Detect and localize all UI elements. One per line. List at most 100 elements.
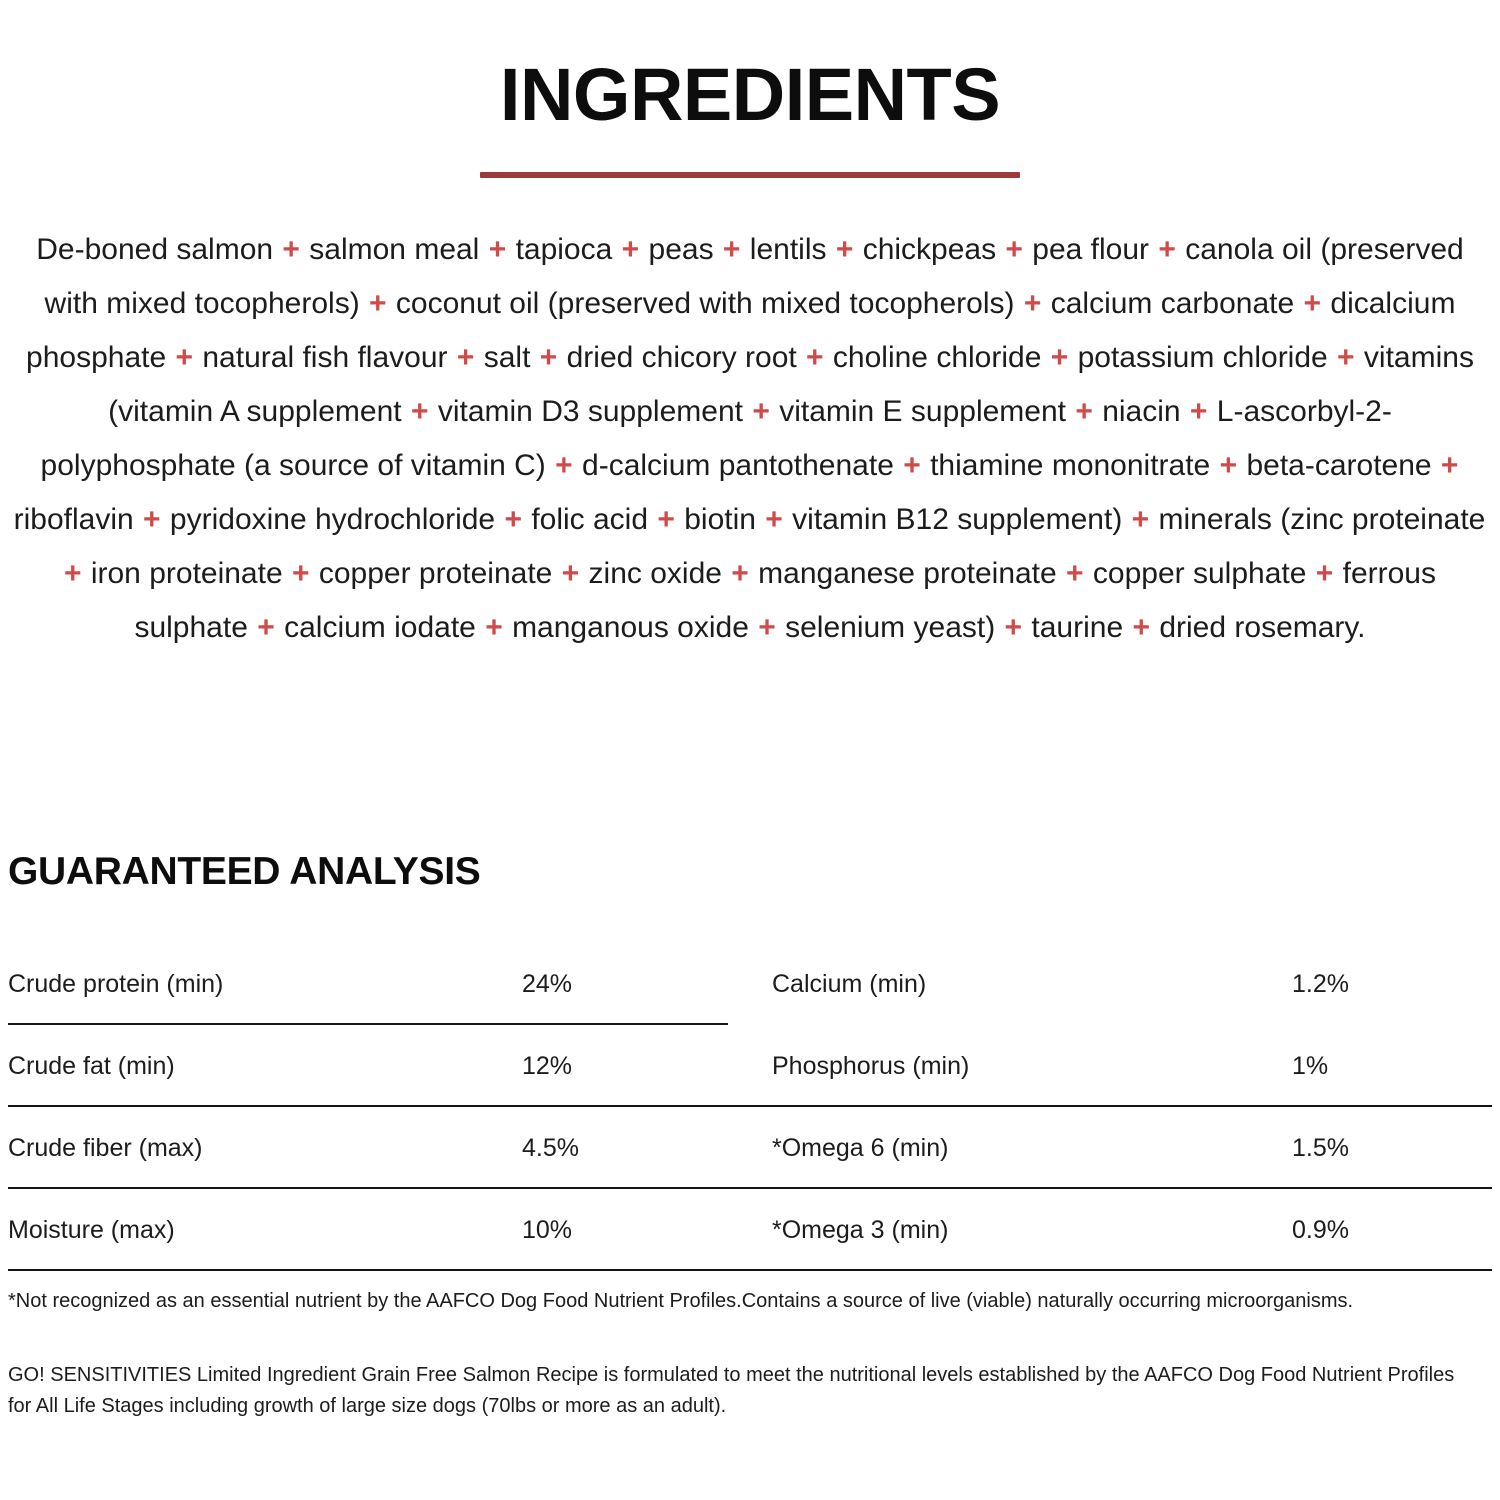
ingredient-separator-plus-icon: + [613,233,648,266]
table-cell: *Omega 6 (min) 1.5% [750,1107,1492,1189]
ingredient-item: vitamin B12 supplement) [792,503,1123,536]
row-divider [8,1023,728,1025]
ingredient-item: salt [483,341,531,374]
ingredient-separator-plus-icon: + [274,233,309,266]
ingredient-item: folic acid [531,503,649,536]
ingredient-separator-plus-icon: + [480,233,515,266]
ingredient-separator-plus-icon: + [1211,449,1246,482]
table-row: Crude fat (min) 12% Phosphorus (min) 1% [8,1025,1492,1107]
ingredient-item: dried rosemary. [1159,611,1366,644]
ingredient-item: De-boned salmon [36,233,274,266]
ingredient-separator-plus-icon: + [743,395,779,428]
table-row: Crude fiber (max) 4.5% *Omega 6 (min) 1.5% [8,1107,1492,1189]
ingredient-separator-plus-icon: + [1328,341,1363,374]
ingredient-separator-plus-icon: + [649,503,684,536]
table-cell: Phosphorus (min) 1% [750,1025,1492,1107]
nutrient-label: Calcium (min) [772,969,927,998]
ingredient-separator-plus-icon: + [749,611,785,644]
ingredient-item: pea flour [1032,233,1150,266]
ingredient-separator-plus-icon: + [1015,287,1050,320]
ingredient-separator-plus-icon: + [714,233,749,266]
ingredient-separator-plus-icon: + [248,611,284,644]
table-cell: Crude fat (min) 12% [8,1025,750,1107]
nutrient-value: 0.9% [1292,1215,1349,1244]
nutrient-label: Crude fat (min) [8,1051,175,1080]
ingredient-separator-plus-icon: + [1067,395,1102,428]
nutrient-label: Moisture (max) [8,1215,175,1244]
ingredient-item: beta-carotene [1246,449,1432,482]
nutrient-label: *Omega 6 (min) [772,1133,949,1162]
ingredient-separator-plus-icon: + [1123,503,1158,536]
row-divider [8,1269,1492,1271]
ingredient-item: d-calcium pantothenate [582,449,894,482]
ingredients-list: De-boned salmon + salmon meal + tapioca … [8,223,1492,655]
ingredients-header: INGREDIENTS [8,0,1492,178]
nutrient-value: 4.5% [522,1133,579,1162]
table-cell: Moisture (max) 10% [8,1189,750,1271]
page-title: INGREDIENTS [499,53,1001,136]
ingredient-item: lentils [749,233,827,266]
asterisk-footnote: *Not recognized as an essential nutrient… [8,1290,1354,1312]
ingredient-item: manganous oxide [512,611,749,644]
ingredient-item: chickpeas [862,233,997,266]
ingredient-item: copper sulphate [1092,557,1307,590]
guaranteed-analysis-title: GUARANTEED ANALYSIS [8,850,481,893]
ingredient-item: calcium iodate [284,611,476,644]
ingredient-separator-plus-icon: + [496,503,531,536]
ingredient-separator-plus-icon: + [1124,611,1159,644]
ingredient-item: zinc oxide [588,557,722,590]
ingredient-separator-plus-icon: + [167,341,202,374]
ingredient-separator-plus-icon: + [1295,287,1330,320]
aafco-statement: GO! SENSITIVITIES Limited Ingredient Gra… [8,1364,1455,1417]
ingredient-item: dicalcium phosphate [26,287,1456,374]
row-divider [8,1187,1492,1189]
ingredient-separator-plus-icon: + [756,503,792,536]
ingredient-item: tapioca [515,233,613,266]
ingredient-separator-plus-icon: + [1307,557,1342,590]
ingredient-item: manganese proteinate [758,557,1057,590]
table-row: Crude protein (min) 24% Calcium (min) 1.2% [8,943,1492,1025]
ingredient-separator-plus-icon: + [1150,233,1185,266]
ingredient-item: ferrous sulphate [134,557,1436,644]
ingredient-item: potassium chloride [1077,341,1328,374]
ingredient-item: L-ascorbyl-2-polyphosphate (a source of … [40,395,1392,482]
ingredient-item: peas [648,233,714,266]
ingredient-item: natural fish flavour [202,341,448,374]
table-cell: Crude fiber (max) 4.5% [8,1107,750,1189]
ingredient-item: riboflavin [13,503,134,536]
ingredient-item: dried chicory root [566,341,797,374]
ingredient-separator-plus-icon: + [1181,395,1216,428]
ingredient-separator-plus-icon: + [1432,449,1459,482]
ingredient-item: vitamin D3 supplement [437,395,743,428]
ingredient-separator-plus-icon: + [531,341,566,374]
nutrient-value: 1% [1292,1051,1329,1080]
row-divider [8,1105,1492,1107]
table-cell: *Omega 3 (min) 0.9% [750,1189,1492,1271]
ingredient-item: iron proteinate [90,557,283,590]
ingredient-separator-plus-icon: + [476,611,512,644]
nutrient-label: Phosphorus (min) [772,1051,970,1080]
ingredient-item: biotin [684,503,756,536]
ingredient-separator-plus-icon: + [448,341,483,374]
ingredient-item: canola oil (preserved with mixed tocophe… [44,233,1464,320]
ingredient-separator-plus-icon: + [722,557,758,590]
ingredient-item: calcium carbonate [1050,287,1295,320]
ingredient-item: copper proteinate [318,557,553,590]
nutrient-value: 1.5% [1292,1133,1349,1162]
nutrient-label: *Omega 3 (min) [772,1215,949,1244]
ingredient-item: vitamin E supplement [779,395,1066,428]
ingredient-separator-plus-icon: + [1057,557,1092,590]
ingredient-item: pyridoxine hydrochloride [169,503,496,536]
ingredient-separator-plus-icon: + [283,557,318,590]
ingredient-item: taurine [1031,611,1124,644]
ingredient-item: thiamine mononitrate [930,449,1211,482]
nutrient-label: Crude fiber (max) [8,1133,203,1162]
ingredient-separator-plus-icon: + [1042,341,1077,374]
nutrient-value: 1.2% [1292,969,1349,998]
ingredient-separator-plus-icon: + [134,503,169,536]
ingredient-separator-plus-icon: + [797,341,832,374]
nutrient-value: 12% [522,1051,573,1080]
ingredient-item: salmon meal [309,233,480,266]
ingredient-separator-plus-icon: + [894,449,930,482]
